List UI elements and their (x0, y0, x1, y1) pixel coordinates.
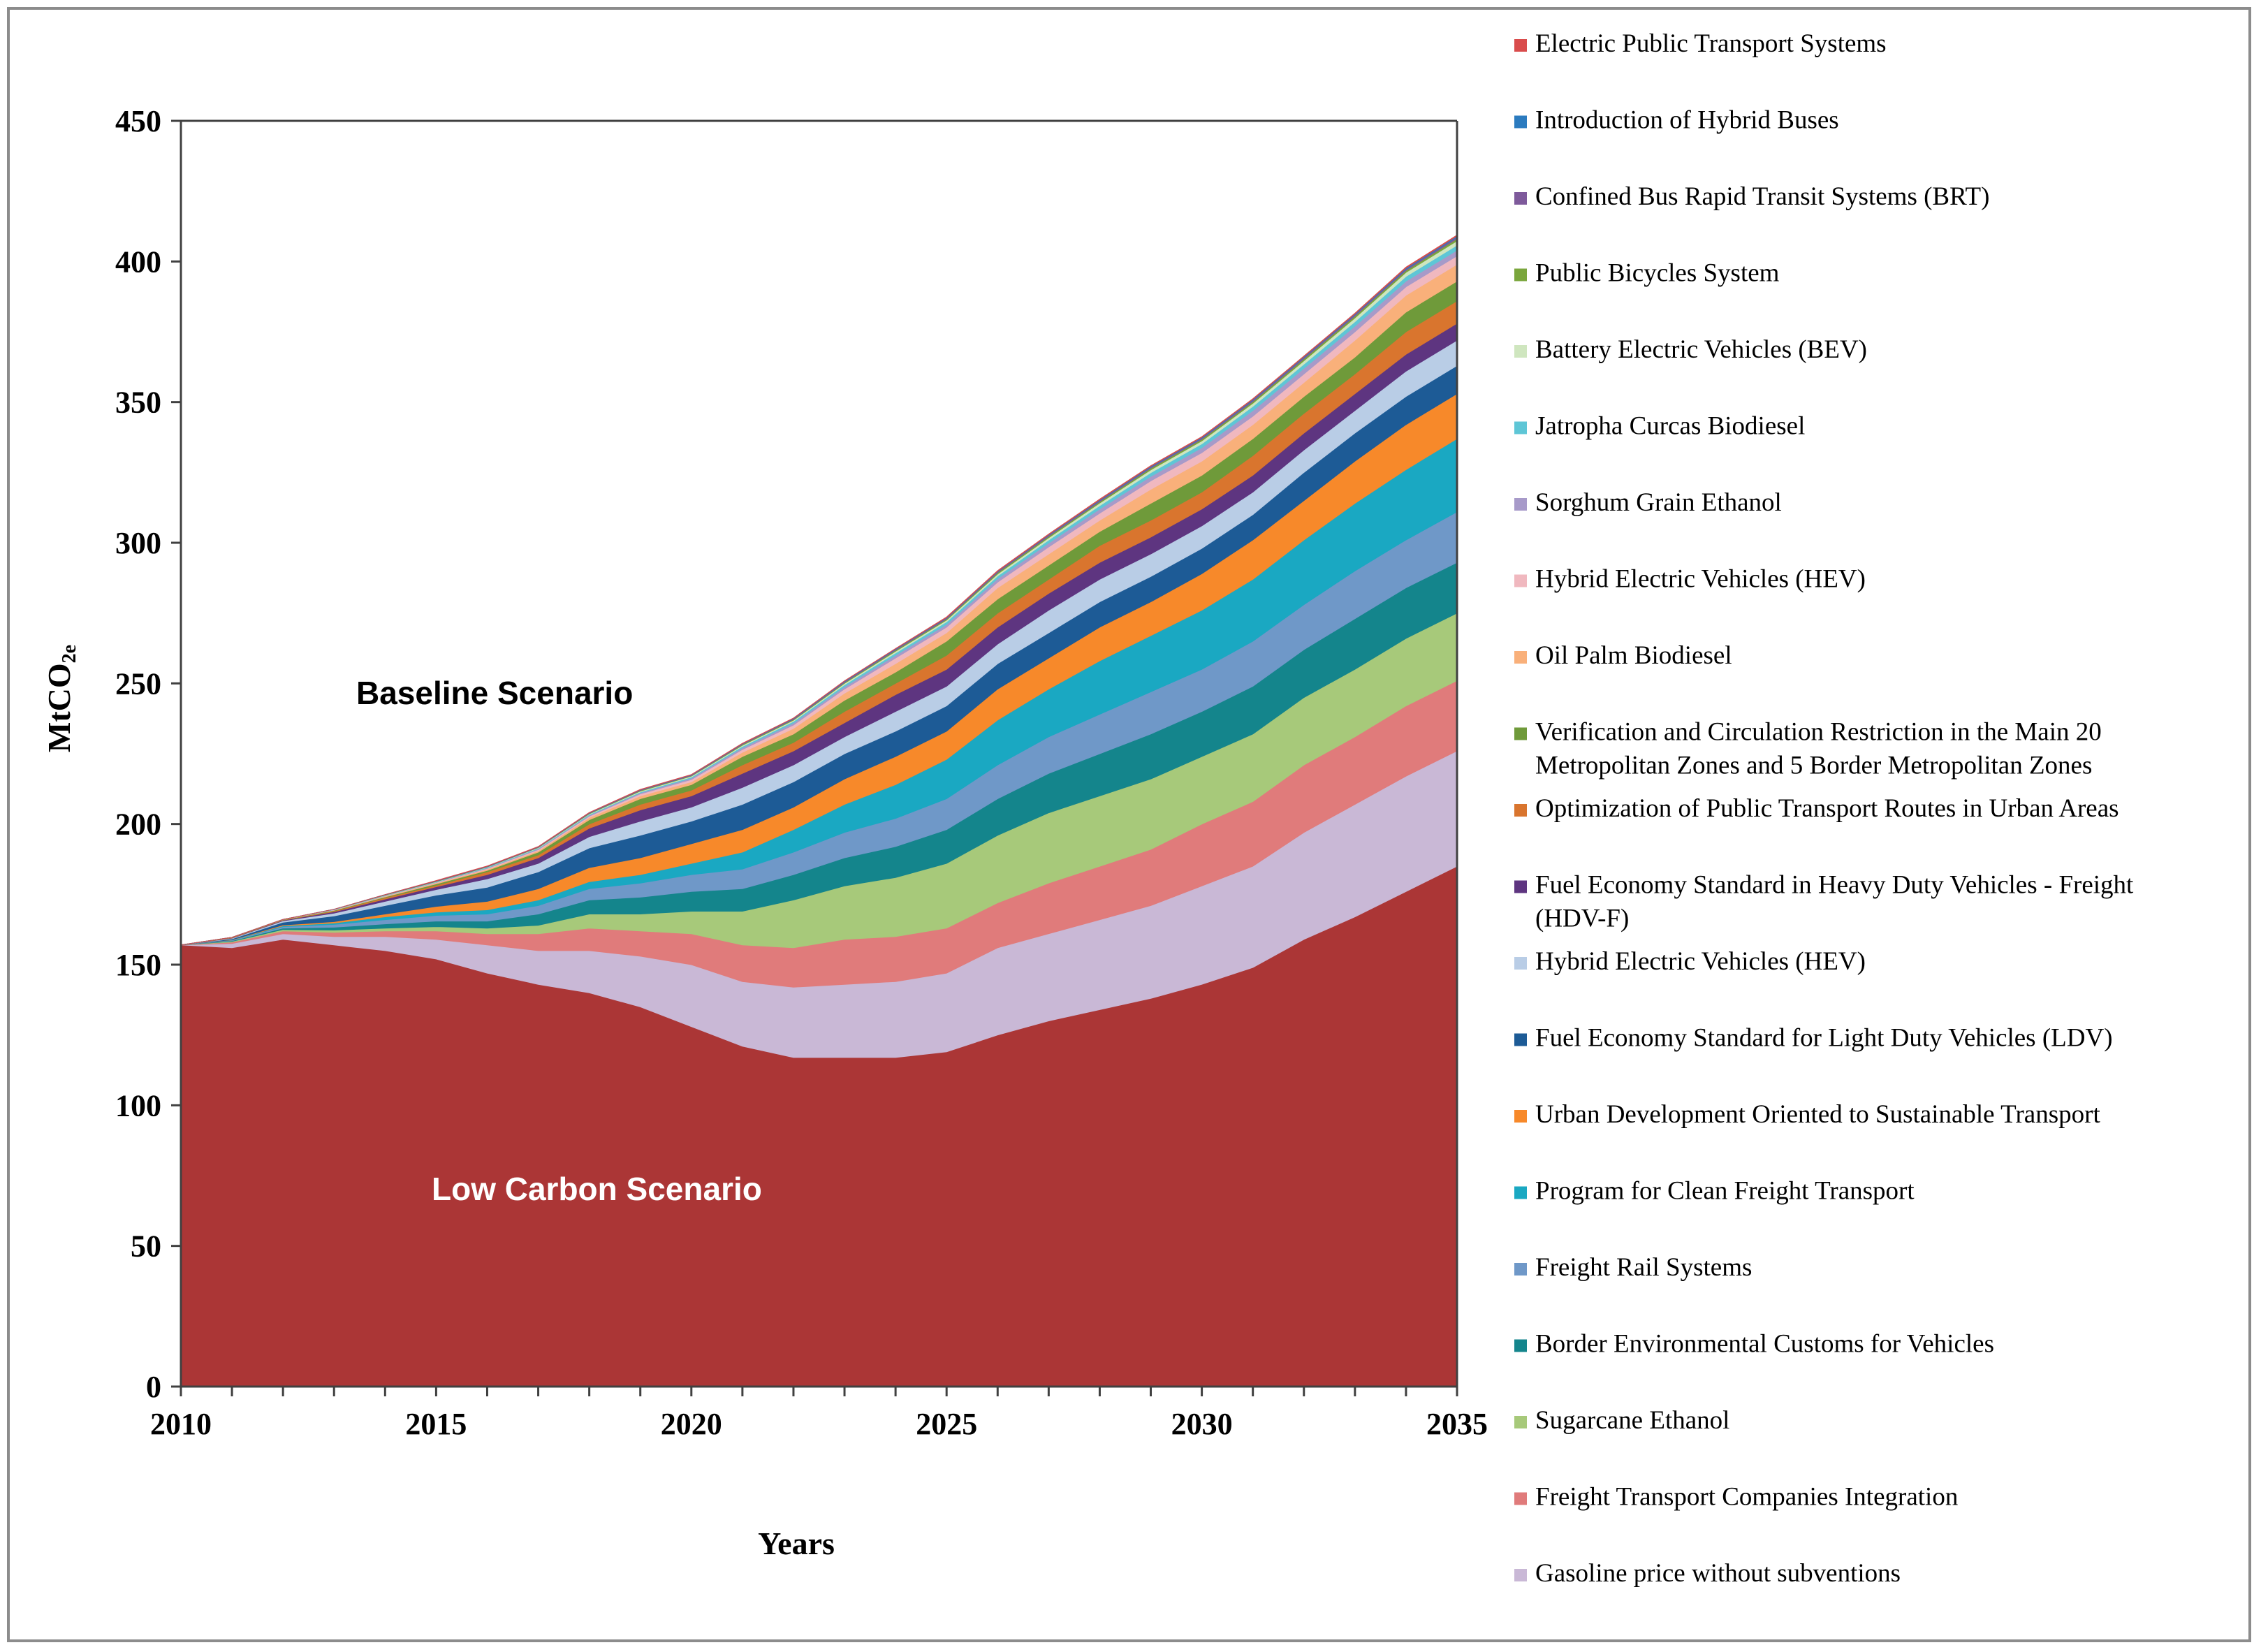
legend-swatch (1514, 1110, 1527, 1123)
legend-swatch (1514, 1263, 1527, 1275)
legend-swatch (1514, 498, 1527, 511)
y-tick-label: 450 (115, 104, 161, 138)
x-tick-label: 2020 (661, 1407, 722, 1441)
legend-label: Confined Bus Rapid Transit Systems (BRT) (1535, 182, 1989, 211)
legend-swatch (1514, 1186, 1527, 1199)
legend-label: Battery Electric Vehicles (BEV) (1535, 335, 1867, 364)
legend-label: Freight Transport Companies Integration (1535, 1483, 1958, 1512)
legend-label: Verification and Circulation Restriction… (1535, 718, 2102, 747)
y-tick-label: 250 (115, 666, 161, 701)
legend-label: Hybrid Electric Vehicles (HEV) (1535, 947, 1866, 976)
legend-label-line2: Metropolitan Zones and 5 Border Metropol… (1535, 752, 2092, 780)
legend-swatch (1514, 1492, 1527, 1505)
axes-group (180, 119, 1458, 1388)
legend-swatch (1514, 345, 1527, 358)
x-tick-label: 2015 (405, 1407, 467, 1441)
legend-label: Gasoline price without subventions (1535, 1559, 1901, 1588)
x-tick-label: 2035 (1426, 1407, 1488, 1441)
legend-label: Jatropha Curcas Biodiesel (1535, 412, 1805, 441)
legend-swatch (1514, 1033, 1527, 1046)
legend-swatch (1514, 804, 1527, 817)
legend-swatch (1514, 39, 1527, 52)
legend-swatch (1514, 957, 1527, 970)
y-axis-title-subscript: 2e (59, 645, 80, 663)
legend-swatch (1514, 115, 1527, 129)
x-axis-title: Years (758, 1526, 835, 1561)
legend-label: Electric Public Transport Systems (1535, 29, 1887, 58)
legend-swatch (1514, 880, 1527, 893)
legend-swatch (1514, 421, 1527, 434)
legend-label: Optimization of Public Transport Routes … (1535, 794, 2119, 823)
legend-swatch (1514, 1339, 1527, 1352)
low-carbon-scenario-label: Low Carbon Scenario (432, 1171, 762, 1207)
y-tick-group: 0 50 100 150 200 250 300 350 400 450 (115, 104, 181, 1404)
x-tick-label: 2025 (916, 1407, 977, 1441)
legend-label: Border Environmental Customs for Vehicle… (1535, 1330, 1994, 1359)
legend-label: Public Bicycles System (1535, 259, 1780, 288)
legend-swatch (1514, 1569, 1527, 1581)
legend-label: Fuel Economy Standard for Light Duty Veh… (1535, 1024, 2113, 1053)
legend-label-line2: (HDV-F) (1535, 905, 1629, 933)
legend-swatch (1514, 727, 1527, 740)
baseline-scenario-label: Baseline Scenario (356, 675, 633, 711)
area-series-group (180, 234, 1458, 1387)
y-tick-label: 100 (115, 1088, 161, 1123)
legend-label: Sugarcane Ethanol (1535, 1406, 1729, 1435)
y-tick-label: 300 (115, 526, 161, 560)
y-tick-label: 50 (131, 1229, 161, 1264)
legend-swatch (1514, 651, 1527, 664)
y-axis-title: MtCO2e (41, 645, 80, 752)
y-tick-label: 350 (115, 386, 161, 420)
y-axis-title-main: MtCO (41, 663, 77, 752)
chart-legend: Electric Public Transport Systems Introdu… (1514, 29, 2134, 1588)
y-tick-label: 0 (146, 1370, 161, 1404)
legend-label: Sorghum Grain Ethanol (1535, 488, 1782, 517)
x-tick-label: 2010 (150, 1407, 212, 1441)
legend-swatch (1514, 268, 1527, 282)
legend-label: Urban Development Oriented to Sustainabl… (1535, 1100, 2100, 1129)
legend-swatch (1514, 192, 1527, 205)
legend-label: Hybrid Electric Vehicles (HEV) (1535, 565, 1866, 594)
legend-label: Program for Clean Freight Transport (1535, 1177, 1915, 1206)
x-tick-label: 2030 (1171, 1407, 1233, 1441)
legend-swatch (1514, 574, 1527, 587)
y-tick-label: 200 (115, 807, 161, 842)
legend-label: Introduction of Hybrid Buses (1535, 106, 1839, 135)
x-tick-group: 2010 2015 2020 2025 2030 2035 (150, 1387, 1488, 1441)
legend-label: Fuel Economy Standard in Heavy Duty Vehi… (1535, 871, 2134, 900)
legend-label: Oil Palm Biodiesel (1535, 641, 1732, 670)
y-tick-label: 150 (115, 948, 161, 982)
y-tick-label: 400 (115, 244, 161, 279)
legend-label: Freight Rail Systems (1535, 1253, 1752, 1282)
legend-swatch (1514, 1416, 1527, 1428)
